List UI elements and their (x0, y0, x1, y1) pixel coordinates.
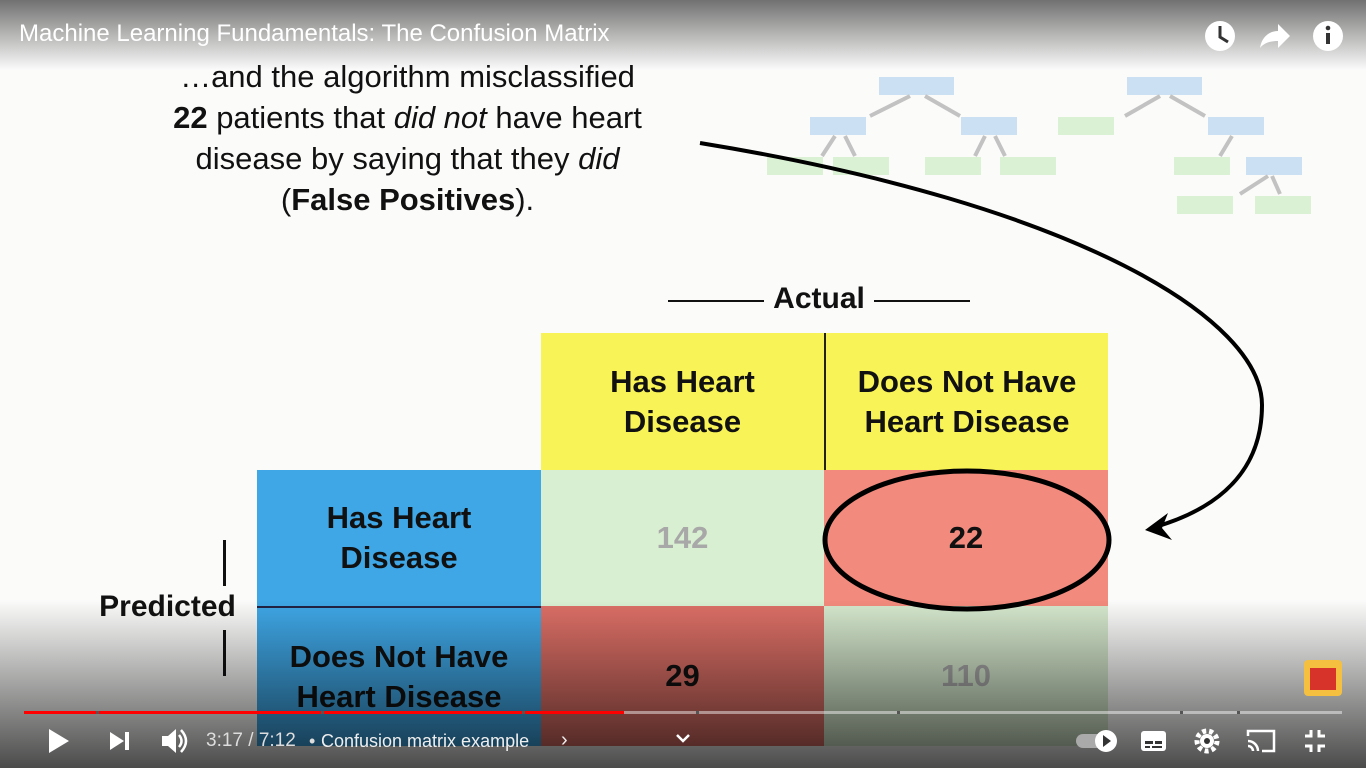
tree-decor (767, 77, 1311, 214)
column-header: Has Heart Disease (541, 333, 824, 470)
caption-text: 22 (173, 100, 208, 135)
column-header: Does Not Have Heart Disease (824, 333, 1108, 470)
separator-dot: • (309, 731, 316, 751)
matrix-cell: 142 (541, 470, 824, 606)
caption-text: False Positives (291, 182, 516, 217)
actual-rule (668, 300, 764, 302)
subtitles-button[interactable] (1141, 731, 1166, 751)
autoplay-toggle[interactable] (1076, 730, 1117, 752)
time-display: 3:17 / 7:12 (206, 730, 296, 751)
predicted-rule (223, 540, 226, 586)
actual-label: Actual (773, 282, 865, 315)
row-header: Has Heart Disease (257, 470, 541, 606)
share-button[interactable] (1260, 24, 1290, 48)
info-button[interactable] (1313, 21, 1343, 51)
progress-bar[interactable] (24, 711, 1342, 714)
arrow-head (1145, 513, 1172, 540)
caption-text: did not (393, 100, 487, 135)
play-button[interactable] (49, 729, 69, 753)
chapter-title[interactable]: Confusion matrix example (321, 731, 530, 751)
settings-button[interactable] (1194, 728, 1220, 754)
caption-text: ( (280, 182, 292, 217)
caption-text: did (578, 141, 620, 176)
next-button[interactable] (110, 732, 129, 750)
caption-text: disease by saying that they (195, 141, 579, 176)
video-title[interactable]: Machine Learning Fundamentals: The Confu… (19, 20, 610, 47)
top-shade (0, 0, 1366, 70)
caption-text: ). (515, 182, 535, 217)
watch-later-button[interactable] (1205, 21, 1235, 51)
actual-rule (874, 300, 970, 302)
volume-button[interactable] (162, 729, 188, 753)
exit-fullscreen-button[interactable] (1305, 730, 1325, 752)
caption-text: have heart (486, 100, 642, 135)
caption-text: patients that (207, 100, 394, 135)
cast-button[interactable] (1246, 729, 1276, 753)
slide-caption: …and the algorithm misclassified 22 patie… (120, 56, 695, 220)
channel-logo[interactable] (1304, 660, 1342, 696)
chapter-expand[interactable] (676, 734, 690, 743)
chapter-chevron[interactable]: › (561, 729, 568, 751)
matrix-cell: 22 (824, 470, 1108, 606)
arrow (699, 141, 1265, 529)
